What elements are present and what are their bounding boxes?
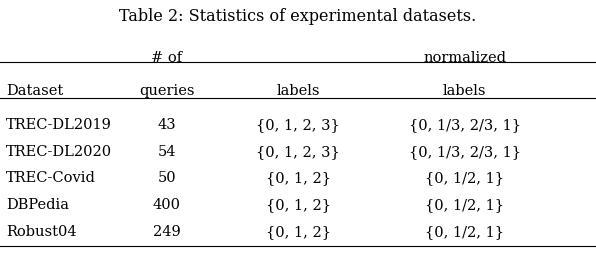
Text: {0, 1, 2, 3}: {0, 1, 2, 3} bbox=[256, 145, 340, 159]
Text: {0, 1/2, 1}: {0, 1/2, 1} bbox=[426, 225, 504, 239]
Text: TREC-DL2019: TREC-DL2019 bbox=[6, 118, 112, 132]
Text: labels: labels bbox=[277, 84, 319, 98]
Text: Robust04: Robust04 bbox=[6, 225, 76, 239]
Text: {0, 1, 2, 3}: {0, 1, 2, 3} bbox=[256, 118, 340, 132]
Text: {0, 1/2, 1}: {0, 1/2, 1} bbox=[426, 171, 504, 185]
Text: {0, 1, 2}: {0, 1, 2} bbox=[265, 225, 331, 239]
Text: normalized: normalized bbox=[423, 51, 507, 65]
Text: TREC-Covid: TREC-Covid bbox=[6, 171, 96, 185]
Text: # of: # of bbox=[151, 51, 182, 65]
Text: 54: 54 bbox=[157, 145, 176, 159]
Text: labels: labels bbox=[443, 84, 486, 98]
Text: Table 2: Statistics of experimental datasets.: Table 2: Statistics of experimental data… bbox=[119, 8, 477, 25]
Text: Dataset: Dataset bbox=[6, 84, 63, 98]
Text: 249: 249 bbox=[153, 225, 181, 239]
Text: 43: 43 bbox=[157, 118, 176, 132]
Text: {0, 1, 2}: {0, 1, 2} bbox=[265, 171, 331, 185]
Text: {0, 1/2, 1}: {0, 1/2, 1} bbox=[426, 198, 504, 212]
Text: {0, 1/3, 2/3, 1}: {0, 1/3, 2/3, 1} bbox=[409, 118, 521, 132]
Text: 400: 400 bbox=[153, 198, 181, 212]
Text: queries: queries bbox=[139, 84, 195, 98]
Text: DBPedia: DBPedia bbox=[6, 198, 69, 212]
Text: {0, 1, 2}: {0, 1, 2} bbox=[265, 198, 331, 212]
Text: {0, 1/3, 2/3, 1}: {0, 1/3, 2/3, 1} bbox=[409, 145, 521, 159]
Text: 50: 50 bbox=[157, 171, 176, 185]
Text: TREC-DL2020: TREC-DL2020 bbox=[6, 145, 112, 159]
